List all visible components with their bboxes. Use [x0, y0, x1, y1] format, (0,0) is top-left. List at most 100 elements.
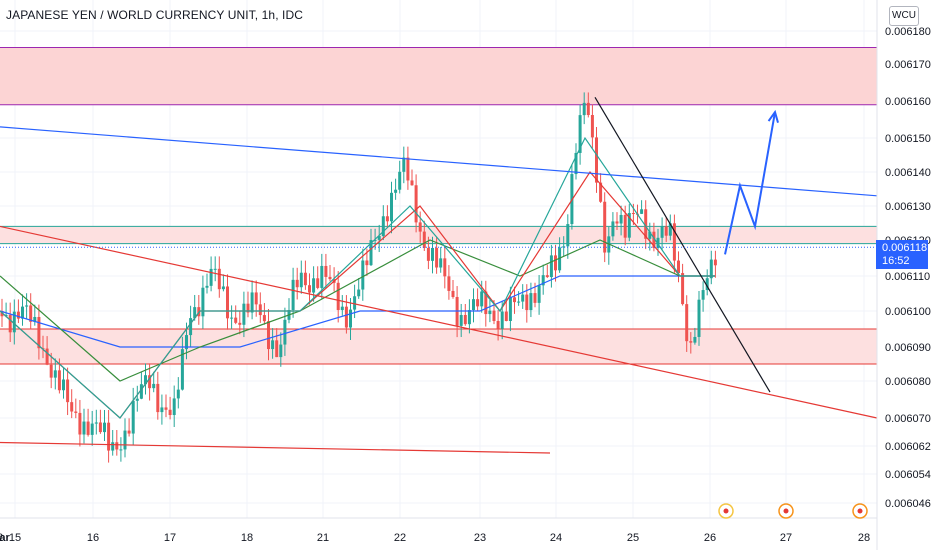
candle-body: [554, 255, 557, 271]
price-zone: [0, 226, 877, 244]
candle-body: [94, 422, 98, 424]
candle-body: [398, 171, 402, 190]
candle-body: [406, 157, 410, 181]
candle-body: [295, 279, 299, 288]
x-tick-label: Mar: [0, 532, 10, 544]
candle-body: [78, 412, 82, 435]
candle-body: [4, 314, 8, 317]
moving-average-line: [0, 275, 715, 348]
candle-body: [640, 209, 644, 214]
candle-body: [0, 311, 4, 317]
candle-body: [652, 231, 656, 248]
y-tick-label: 0.006070: [885, 413, 931, 425]
candle-body: [377, 236, 381, 240]
candle-body: [521, 294, 525, 302]
candle-body: [422, 231, 426, 248]
candle-body: [476, 299, 480, 307]
candle-body: [275, 340, 279, 358]
candle-body: [25, 305, 29, 307]
candle-body: [62, 379, 65, 391]
candle-body: [443, 258, 447, 277]
candle-body: [123, 430, 127, 450]
candle-body: [8, 314, 12, 333]
y-tick-label: 0.006160: [885, 96, 931, 108]
candle-body: [418, 222, 422, 232]
moving-average-line: [0, 136, 715, 419]
candle-body: [615, 221, 619, 224]
candle-body: [344, 306, 348, 328]
candle-body: [316, 278, 320, 288]
candle-body: [713, 259, 717, 266]
candle-body: [668, 223, 672, 236]
projection-path: [724, 111, 776, 255]
candle-body: [533, 293, 537, 303]
candle-body: [472, 299, 475, 311]
symbol-badge[interactable]: WCU: [889, 6, 919, 26]
trendline: [0, 126, 878, 197]
y-tick-label: 0.006080: [885, 376, 931, 388]
candle-body: [451, 290, 455, 297]
candle-body: [513, 297, 516, 303]
candle-body: [447, 276, 451, 291]
candle-body: [459, 314, 463, 326]
candle-body: [541, 275, 545, 286]
candle-body: [582, 102, 586, 116]
candle-body: [611, 221, 615, 237]
candle-body: [103, 422, 106, 433]
candle-body: [107, 422, 111, 451]
candle-body: [394, 189, 398, 193]
candle-body: [545, 275, 549, 278]
y-tick-label: 0.006130: [885, 201, 931, 213]
candle-body: [701, 290, 705, 300]
candle-body: [414, 185, 418, 223]
y-tick-label: 0.006140: [885, 167, 931, 179]
candle-body: [508, 297, 512, 322]
candle-body: [590, 115, 594, 138]
candle-body: [426, 247, 430, 261]
candle-body: [168, 409, 172, 416]
candle-body: [496, 320, 500, 329]
candle-body: [234, 317, 238, 323]
candle-body: [189, 318, 193, 336]
candle-body: [349, 309, 352, 328]
candle-body: [558, 247, 562, 271]
candle-body: [250, 292, 254, 313]
y-tick-label: 0.006170: [885, 59, 931, 71]
y-tick-label: 0.006100: [885, 306, 931, 318]
candle-body: [267, 321, 270, 350]
candle-body: [66, 379, 70, 403]
candle-body: [53, 370, 57, 378]
candle-body: [390, 192, 393, 222]
candle-body: [193, 307, 197, 319]
candle-body: [586, 102, 590, 116]
event-marker-dot: [857, 508, 863, 514]
candle-body: [262, 315, 266, 322]
candle-body: [681, 273, 685, 305]
moving-average-line: [0, 239, 715, 382]
candle-body: [484, 291, 488, 315]
candle-body: [562, 246, 566, 248]
candle-body: [201, 287, 205, 317]
candle-body: [463, 314, 467, 325]
trendline: [0, 441, 551, 454]
candle-body: [119, 449, 123, 451]
candle-body: [369, 240, 373, 266]
candle-body: [131, 400, 135, 434]
candle-body: [595, 137, 598, 183]
candle-body: [488, 310, 492, 315]
candle-body: [86, 421, 90, 435]
candle-body: [176, 389, 180, 399]
candle-body: [258, 304, 262, 316]
candle-body: [139, 384, 143, 399]
candle-body: [45, 348, 49, 365]
candle-body: [660, 226, 664, 238]
y-tick-label: 0.006046: [885, 498, 931, 510]
last-price: 0.006118: [882, 242, 928, 254]
candle-body: [549, 255, 553, 278]
y-tick-label: 0.006150: [885, 133, 931, 145]
candle-body: [283, 319, 287, 345]
x-tick-label: 21: [317, 532, 329, 544]
candle-body: [697, 299, 701, 337]
y-tick-label: 0.006180: [885, 26, 931, 38]
